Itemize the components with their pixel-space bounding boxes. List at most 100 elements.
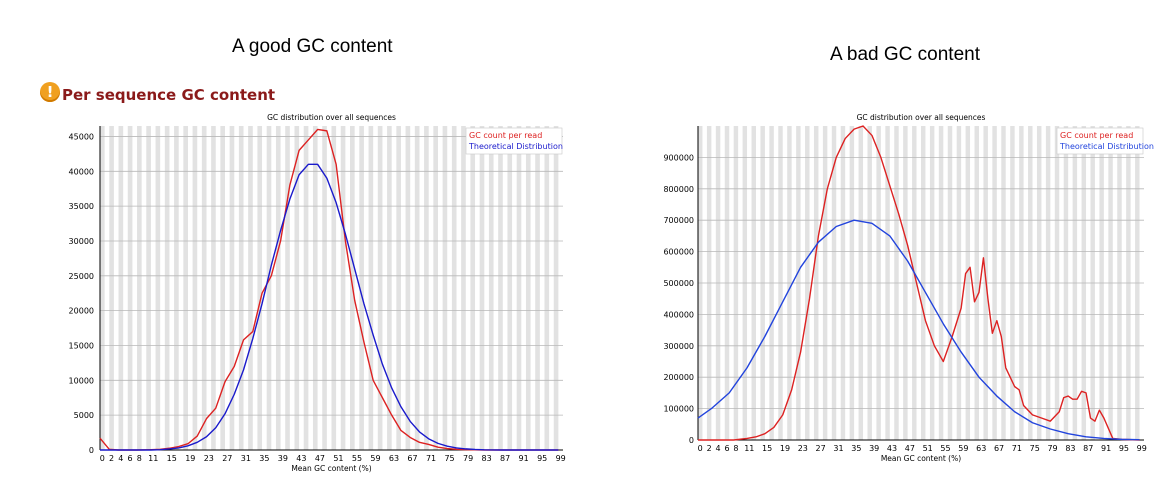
stripe — [451, 126, 457, 450]
background-stripes — [100, 126, 559, 450]
x-tick-label: 39 — [278, 454, 288, 463]
x-tick-label: 91 — [1101, 444, 1111, 453]
bad-gc-caption: A bad GC content — [830, 44, 980, 65]
x-tick-label: 23 — [204, 454, 214, 463]
stripe — [174, 126, 179, 450]
gc-count-line — [698, 125, 1140, 441]
stripe — [146, 126, 151, 450]
x-tick-label: 0 — [100, 454, 105, 463]
legend: GC count per read Theoretical Distributio… — [465, 127, 563, 155]
x-tick-label: 95 — [537, 454, 547, 463]
stripe — [118, 126, 124, 450]
legend-entry: Theoretical Distribution — [468, 142, 563, 151]
stripe — [414, 126, 420, 450]
stripe — [553, 126, 559, 450]
section-title: Per sequence GC content — [62, 86, 276, 104]
x-tick-label: 0 — [698, 444, 703, 453]
stripe — [377, 126, 383, 450]
x-tick-label: 27 — [222, 454, 232, 463]
stripe — [498, 126, 503, 450]
stripe — [535, 126, 540, 450]
stripe — [266, 126, 272, 450]
stripe — [312, 126, 318, 450]
stripe — [396, 126, 401, 450]
legend-entry: GC count per read — [469, 131, 542, 140]
stripe — [359, 126, 364, 450]
theoretical-line — [100, 163, 559, 451]
y-tick-label: 800000 — [663, 185, 694, 194]
x-tick-label: 91 — [519, 454, 529, 463]
stripe — [516, 126, 522, 450]
legend-entry: Theoretical Distribution — [1059, 142, 1154, 151]
y-tick-label: 200000 — [663, 373, 694, 382]
x-tick-label: 95 — [1119, 444, 1129, 453]
y-tick-label: 15000 — [69, 341, 94, 350]
stripe — [340, 126, 346, 450]
stripe — [387, 126, 392, 450]
x-tick-label: 79 — [1047, 444, 1057, 453]
good-gc-caption: A good GC content — [232, 36, 393, 57]
y-tick-label: 600000 — [663, 248, 694, 257]
y-tick-label: 35000 — [69, 202, 94, 211]
x-tick-label: 43 — [887, 444, 897, 453]
y-tick-label: 5000 — [74, 411, 94, 420]
legend-box — [465, 127, 563, 155]
x-tick-label: 47 — [315, 454, 325, 463]
gc-chart-bad: 0 100000 200000 300000 400000 500000 600000 700… — [663, 113, 1153, 463]
stripe — [294, 126, 300, 450]
x-tick-label: 23 — [798, 444, 808, 453]
y-tick-label: 100000 — [663, 405, 694, 414]
y-tick-label: 45000 — [69, 132, 94, 141]
stripe — [248, 126, 253, 450]
stripe — [507, 126, 513, 450]
stripe — [257, 126, 263, 450]
x-tick-label: 4 — [716, 444, 721, 453]
stripe — [164, 126, 170, 450]
y-tick-label: 900000 — [663, 153, 694, 162]
x-tick-label: 59 — [958, 444, 968, 453]
stripe — [183, 126, 188, 450]
x-tick-label: 55 — [940, 444, 950, 453]
stripe — [285, 126, 290, 450]
x-tick-label: 79 — [463, 454, 473, 463]
y-tick-label: 30000 — [69, 237, 94, 246]
x-tick-label: 8 — [733, 444, 738, 453]
stripe — [100, 126, 105, 450]
stripe — [109, 126, 114, 450]
y-tick-label: 700000 — [663, 216, 694, 225]
x-tick-label: 39 — [869, 444, 879, 453]
x-tick-label: 15 — [167, 454, 177, 463]
stripe — [433, 126, 438, 450]
legend: GC count per read Theoretical Distributio… — [1056, 127, 1154, 155]
x-tick-label: 19 — [780, 444, 790, 453]
stripe — [525, 126, 531, 450]
stripe — [331, 126, 337, 450]
stripe — [470, 126, 476, 450]
x-tick-label: 31 — [241, 454, 251, 463]
stripe — [544, 126, 550, 450]
stripe — [424, 126, 429, 450]
x-tick-label: 6 — [724, 444, 729, 453]
stripe — [211, 126, 216, 450]
x-tick-label: 55 — [352, 454, 362, 463]
legend-entry: GC count per read — [1060, 131, 1133, 140]
chart-title: GC distribution over all sequences — [267, 113, 396, 122]
stripe — [405, 126, 411, 450]
stripe — [220, 126, 226, 450]
stripe — [461, 126, 466, 450]
x-tick-label: 83 — [482, 454, 492, 463]
x-tick-label: 75 — [1030, 444, 1040, 453]
x-tick-label: 2 — [109, 454, 114, 463]
gc-chart-good: 0 5000 10000 15000 20000 25000 30000 35000 40000… — [69, 113, 566, 473]
stripe — [322, 126, 327, 450]
theoretical-line — [697, 219, 1140, 441]
x-tick-label: 75 — [444, 454, 454, 463]
stripe — [229, 126, 235, 450]
y-tick-label: 10000 — [69, 376, 94, 385]
chart-title: GC distribution over all sequences — [857, 113, 986, 122]
stripe — [488, 126, 494, 450]
y-tick-label: 0 — [689, 436, 694, 445]
stripe — [137, 126, 142, 450]
stripe — [238, 126, 244, 450]
